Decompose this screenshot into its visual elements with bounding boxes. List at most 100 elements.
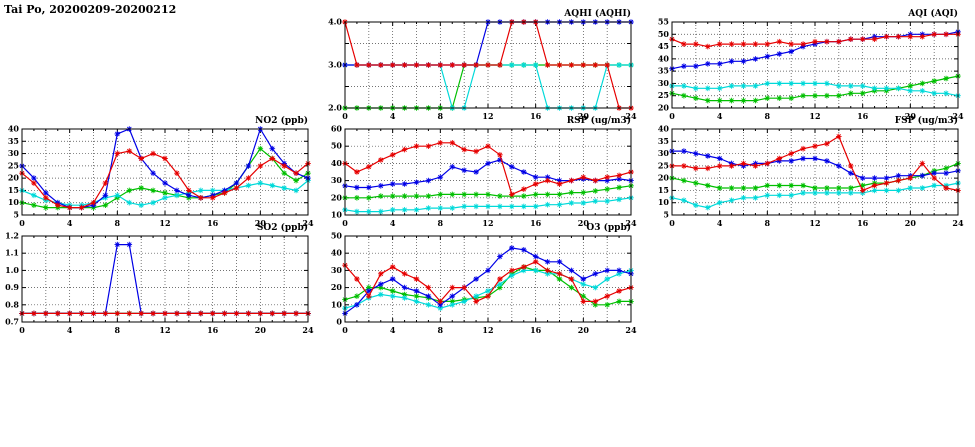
svg-text:40: 40 <box>658 125 670 134</box>
svg-text:4: 4 <box>390 218 396 228</box>
svg-text:12: 12 <box>482 111 493 121</box>
svg-text:25: 25 <box>658 160 669 170</box>
page-title: Tai Po, 20200209-20200212 <box>4 3 177 16</box>
chart-title-fsp: FSP (ug/m3) <box>894 116 958 126</box>
svg-text:24: 24 <box>302 325 314 335</box>
svg-text:0.9: 0.9 <box>5 282 19 292</box>
svg-text:4.0: 4.0 <box>328 18 342 27</box>
svg-text:35: 35 <box>8 136 19 146</box>
svg-text:40: 40 <box>8 125 20 134</box>
svg-text:8: 8 <box>115 325 121 335</box>
svg-text:10: 10 <box>331 210 343 220</box>
svg-text:10: 10 <box>331 299 343 309</box>
svg-text:8: 8 <box>438 218 444 228</box>
svg-text:20: 20 <box>578 218 590 228</box>
svg-text:30: 30 <box>658 78 670 88</box>
svg-text:25: 25 <box>8 160 19 170</box>
svg-text:12: 12 <box>482 218 493 228</box>
svg-text:16: 16 <box>530 218 542 228</box>
svg-text:20: 20 <box>8 173 20 183</box>
svg-text:8: 8 <box>765 218 771 228</box>
svg-text:0.8: 0.8 <box>5 299 19 309</box>
no2-plot: 0 4 8 12 16 20 24 5 10 15 20 25 30 35 40 <box>8 125 314 228</box>
svg-text:4: 4 <box>390 325 396 335</box>
svg-text:25: 25 <box>658 90 669 100</box>
svg-text:24: 24 <box>625 325 637 335</box>
svg-text:12: 12 <box>809 111 820 121</box>
svg-text:2.0: 2.0 <box>328 103 342 113</box>
svg-text:0.7: 0.7 <box>5 317 19 327</box>
svg-text:0: 0 <box>19 325 25 335</box>
svg-text:8: 8 <box>438 325 444 335</box>
svg-text:45: 45 <box>658 41 669 51</box>
svg-text:20: 20 <box>255 325 267 335</box>
o3-plot: 0 4 8 12 16 20 24 0 10 20 30 40 50 <box>331 232 637 335</box>
svg-text:0: 0 <box>342 218 348 228</box>
chart-title-aqi: AQI (AQI) <box>908 9 958 19</box>
svg-text:4: 4 <box>390 111 396 121</box>
svg-text:24: 24 <box>625 218 637 228</box>
svg-text:1.0: 1.0 <box>5 265 19 275</box>
svg-text:24: 24 <box>952 111 964 121</box>
svg-text:12: 12 <box>159 218 170 228</box>
rsp-plot: 0 4 8 12 16 20 24 10 20 30 40 50 60 <box>331 125 637 228</box>
chart-title-o3: O3 (ppb) <box>586 223 631 233</box>
svg-text:0: 0 <box>19 218 25 228</box>
svg-text:0: 0 <box>342 325 348 335</box>
chart-title-so2: SO2 (ppb) <box>256 223 308 233</box>
svg-text:8: 8 <box>765 111 771 121</box>
svg-text:0: 0 <box>336 317 342 327</box>
svg-text:20: 20 <box>331 282 343 292</box>
svg-text:1.1: 1.1 <box>5 248 19 258</box>
svg-text:35: 35 <box>658 136 669 146</box>
svg-text:0: 0 <box>669 111 675 121</box>
svg-text:15: 15 <box>658 185 669 195</box>
svg-text:30: 30 <box>331 175 343 185</box>
svg-text:16: 16 <box>207 325 219 335</box>
chart-title-no2: NO2 (ppb) <box>255 116 308 126</box>
svg-text:16: 16 <box>857 111 869 121</box>
chart-o3: O3 (ppb) 0 4 8 12 16 20 24 0 10 20 30 40 50 <box>319 222 639 336</box>
svg-text:3.0: 3.0 <box>328 60 342 70</box>
svg-text:30: 30 <box>658 148 670 158</box>
svg-text:35: 35 <box>658 66 669 76</box>
chart-aqhi: AQHI (AQHI) 0 4 8 12 16 20 24 2.0 3.0 4.0 <box>319 8 639 122</box>
svg-text:20: 20 <box>658 173 670 183</box>
svg-text:4: 4 <box>67 218 73 228</box>
chart-title-rsp: RSP (ug/m3) <box>566 116 631 126</box>
svg-text:15: 15 <box>8 185 19 195</box>
svg-text:40: 40 <box>331 248 343 258</box>
svg-text:16: 16 <box>857 218 869 228</box>
chart-fsp: FSP (ug/m3) 0 4 8 12 16 20 24 5 10 15 20 25 30 35 40 <box>646 115 966 229</box>
svg-text:20: 20 <box>658 103 670 113</box>
svg-text:12: 12 <box>159 325 170 335</box>
svg-text:4: 4 <box>67 325 73 335</box>
svg-text:50: 50 <box>331 141 343 151</box>
svg-text:40: 40 <box>658 53 670 63</box>
svg-text:16: 16 <box>530 325 542 335</box>
svg-text:12: 12 <box>809 218 820 228</box>
svg-text:50: 50 <box>658 29 670 39</box>
chart-title-aqhi: AQHI (AQHI) <box>564 9 631 19</box>
chart-aqi: AQI (AQI) 0 4 8 12 16 20 24 20 25 30 35 40 45 50 55 <box>646 8 966 122</box>
chart-rsp: RSP (ug/m3) 0 4 8 12 16 20 24 10 20 30 40 50 60 <box>319 115 639 229</box>
svg-text:16: 16 <box>207 218 219 228</box>
svg-text:1.2: 1.2 <box>5 232 19 241</box>
aqhi-plot: 0 4 8 12 16 20 24 2.0 3.0 4.0 <box>328 18 637 121</box>
svg-text:30: 30 <box>331 265 343 275</box>
svg-text:40: 40 <box>331 158 343 168</box>
svg-text:55: 55 <box>658 18 669 27</box>
aqi-plot: 0 4 8 12 16 20 24 20 25 30 35 40 45 50 55 <box>658 18 964 121</box>
svg-text:24: 24 <box>952 218 964 228</box>
svg-text:4: 4 <box>717 218 723 228</box>
svg-text:5: 5 <box>663 210 669 220</box>
svg-text:30: 30 <box>8 148 20 158</box>
svg-text:50: 50 <box>331 232 343 241</box>
svg-text:8: 8 <box>115 218 121 228</box>
svg-text:8: 8 <box>438 111 444 121</box>
so2-plot: 0 4 8 12 16 20 24 0.7 0.8 0.9 1.0 1.1 1.2 <box>5 232 314 335</box>
fsp-plot: 0 4 8 12 16 20 24 5 10 15 20 25 30 35 40 <box>658 125 964 228</box>
svg-text:5: 5 <box>13 210 19 220</box>
svg-text:10: 10 <box>8 197 20 207</box>
